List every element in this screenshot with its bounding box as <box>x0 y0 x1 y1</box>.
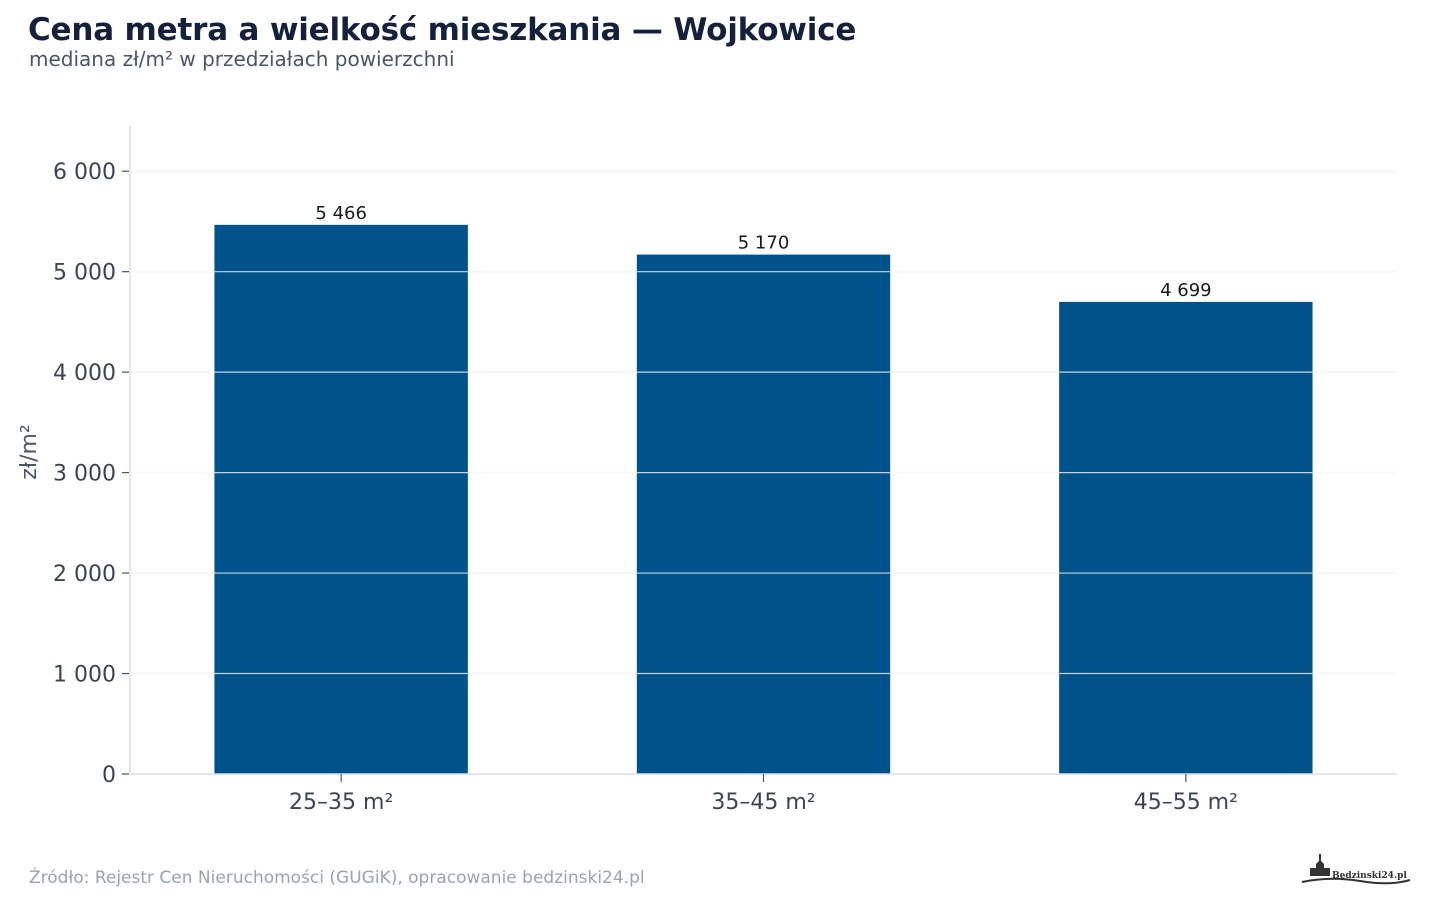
bar-value-label: 5 466 <box>315 203 367 224</box>
bar <box>214 224 468 775</box>
y-tick-label: 4 000 <box>53 361 116 386</box>
y-tick-label: 0 <box>102 763 116 788</box>
y-tick-label: 3 000 <box>53 462 116 487</box>
x-tick-label: 35–45 m² <box>711 790 815 815</box>
bars <box>214 224 1313 775</box>
bar-chart: 5 466 5 170 4 699 0 1 000 2 000 3 000 4 000 5 0… <box>17 126 1397 815</box>
source-note: Źródło: Rejestr Cen Nieruchomości (GUGiK… <box>29 868 645 888</box>
logo-text: Będzinski24.pl <box>1332 871 1407 881</box>
chart-subtitle: mediana zł/m² w przedziałach powierzchni <box>29 47 455 71</box>
y-tick-label: 2 000 <box>53 562 116 587</box>
y-tick-label: 1 000 <box>53 663 116 688</box>
x-tick-label: 45–55 m² <box>1134 790 1238 815</box>
y-tick-label: 6 000 <box>53 160 116 185</box>
y-axis-label: zł/m² <box>17 424 42 479</box>
bar-value-label: 4 699 <box>1160 280 1212 301</box>
x-tick-label: 25–35 m² <box>289 790 393 815</box>
overlay-grid-lines: 5 466 5 170 4 699 <box>130 170 1397 675</box>
y-tick-label: 5 000 <box>53 261 116 286</box>
logo-icon: Będzinski24.pl <box>1301 854 1411 885</box>
bar <box>636 254 891 775</box>
axes: 0 1 000 2 000 3 000 4 000 5 000 6 000 25–35 m² 3… <box>53 126 1397 815</box>
chart-title: Cena metra a wielkość mieszkania — Wojko… <box>28 12 857 48</box>
bar <box>1059 301 1313 774</box>
bar-value-label: 5 170 <box>738 233 790 254</box>
